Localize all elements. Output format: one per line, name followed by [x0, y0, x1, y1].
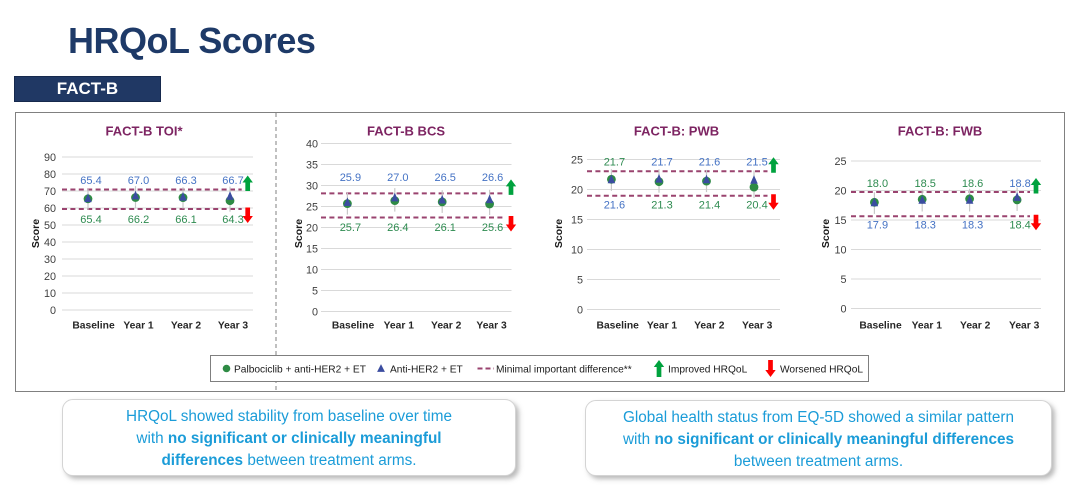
svg-text:Year 2: Year 2	[960, 321, 991, 332]
svg-text:Year 3: Year 3	[218, 321, 249, 332]
svg-text:67.0: 67.0	[128, 175, 149, 187]
svg-text:Year 1: Year 1	[384, 321, 415, 332]
svg-text:Year 3: Year 3	[1009, 321, 1040, 332]
svg-text:10: 10	[306, 265, 318, 277]
svg-text:64.3: 64.3	[222, 214, 243, 226]
svg-text:Score: Score	[293, 219, 305, 248]
svg-text:26.1: 26.1	[434, 222, 455, 234]
svg-text:Worsened HRQoL: Worsened HRQoL	[780, 365, 863, 376]
svg-text:30: 30	[306, 181, 318, 193]
svg-text:Year 1: Year 1	[123, 321, 154, 332]
svg-text:21.6: 21.6	[699, 157, 720, 169]
svg-text:21.7: 21.7	[604, 157, 625, 169]
svg-text:65.4: 65.4	[80, 214, 101, 226]
svg-text:27.0: 27.0	[387, 172, 408, 184]
svg-text:10: 10	[44, 288, 56, 300]
svg-text:Year 3: Year 3	[476, 321, 507, 332]
svg-text:60: 60	[44, 203, 56, 215]
svg-text:25: 25	[834, 156, 846, 168]
svg-text:26.4: 26.4	[387, 222, 408, 234]
svg-text:0: 0	[577, 305, 583, 317]
svg-text:21.3: 21.3	[651, 200, 672, 212]
svg-text:40: 40	[44, 237, 56, 249]
svg-text:26.5: 26.5	[434, 172, 455, 184]
svg-text:21.5: 21.5	[746, 157, 767, 169]
svg-text:25: 25	[306, 202, 318, 214]
svg-text:21.4: 21.4	[699, 200, 720, 212]
svg-text:Anti-HER2 + ET: Anti-HER2 + ET	[390, 365, 463, 376]
svg-text:5: 5	[840, 274, 846, 286]
svg-text:18.3: 18.3	[914, 220, 935, 232]
svg-text:0: 0	[312, 307, 318, 319]
svg-text:18.6: 18.6	[962, 178, 983, 190]
svg-text:70: 70	[44, 186, 56, 198]
svg-text:15: 15	[571, 215, 583, 227]
svg-text:Baseline: Baseline	[859, 321, 902, 332]
svg-text:18.0: 18.0	[867, 178, 888, 190]
svg-text:Score: Score	[30, 219, 42, 248]
svg-text:10: 10	[834, 245, 846, 257]
svg-text:21.6: 21.6	[604, 200, 625, 212]
svg-text:15: 15	[834, 215, 846, 227]
svg-text:Baseline: Baseline	[597, 321, 640, 332]
svg-text:66.1: 66.1	[175, 214, 196, 226]
svg-text:Score: Score	[553, 219, 565, 248]
svg-text:Baseline: Baseline	[72, 321, 115, 332]
svg-text:25: 25	[571, 155, 583, 167]
svg-text:40: 40	[306, 139, 318, 151]
svg-text:Improved HRQoL: Improved HRQoL	[668, 365, 748, 376]
svg-text:FACT-B: FWB: FACT-B: FWB	[898, 124, 982, 139]
svg-text:65.4: 65.4	[80, 175, 101, 187]
svg-text:Year 2: Year 2	[694, 321, 725, 332]
svg-text:18.5: 18.5	[914, 178, 935, 190]
svg-text:18.4: 18.4	[1009, 220, 1030, 232]
svg-text:20: 20	[44, 271, 56, 283]
svg-text:10: 10	[571, 245, 583, 257]
svg-text:50: 50	[44, 220, 56, 232]
svg-text:0: 0	[50, 305, 56, 317]
svg-text:20: 20	[571, 185, 583, 197]
svg-text:66.3: 66.3	[175, 175, 196, 187]
svg-text:30: 30	[44, 254, 56, 266]
svg-text:FACT-B BCS: FACT-B BCS	[367, 124, 445, 139]
svg-text:20: 20	[306, 223, 318, 235]
svg-text:18.3: 18.3	[962, 220, 983, 232]
svg-text:66.7: 66.7	[222, 175, 243, 187]
svg-text:Score: Score	[820, 219, 832, 248]
svg-text:FACT-B TOI*: FACT-B TOI*	[105, 124, 183, 139]
svg-text:20.4: 20.4	[746, 200, 767, 212]
svg-text:Minimal important difference**: Minimal important difference**	[496, 365, 632, 376]
svg-text:66.2: 66.2	[128, 214, 149, 226]
svg-text:21.7: 21.7	[651, 157, 672, 169]
svg-text:5: 5	[577, 275, 583, 287]
svg-text:15: 15	[306, 244, 318, 256]
svg-text:80: 80	[44, 169, 56, 181]
svg-text:5: 5	[312, 286, 318, 298]
svg-text:Year 1: Year 1	[647, 321, 678, 332]
svg-text:90: 90	[44, 152, 56, 164]
svg-text:Year 3: Year 3	[742, 321, 773, 332]
svg-text:Baseline: Baseline	[332, 321, 375, 332]
svg-text:Year 1: Year 1	[912, 321, 943, 332]
svg-text:26.6: 26.6	[482, 172, 503, 184]
svg-text:Year 2: Year 2	[171, 321, 202, 332]
svg-text:17.9: 17.9	[867, 220, 888, 232]
svg-text:25.7: 25.7	[340, 222, 361, 234]
svg-text:Year 2: Year 2	[431, 321, 462, 332]
svg-text:18.8: 18.8	[1009, 178, 1030, 190]
svg-text:25.6: 25.6	[482, 222, 503, 234]
svg-text:20: 20	[834, 186, 846, 198]
svg-text:FACT-B: PWB: FACT-B: PWB	[634, 124, 719, 139]
svg-text:25.9: 25.9	[340, 172, 361, 184]
svg-text:Palbociclib + anti-HER2 + ET: Palbociclib + anti-HER2 + ET	[234, 365, 366, 376]
svg-text:0: 0	[840, 304, 846, 316]
svg-text:35: 35	[306, 160, 318, 172]
